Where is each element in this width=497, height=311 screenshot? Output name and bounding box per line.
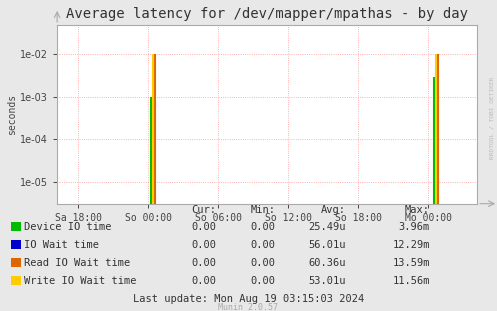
Text: 53.01u: 53.01u [308, 276, 345, 286]
Text: 0.00: 0.00 [251, 276, 276, 286]
Text: 56.01u: 56.01u [308, 240, 345, 250]
Text: 0.00: 0.00 [191, 276, 216, 286]
Text: Avg:: Avg: [321, 205, 345, 215]
Text: 25.49u: 25.49u [308, 222, 345, 232]
Text: RRDTOOL / TOBI OETIKER: RRDTOOL / TOBI OETIKER [490, 77, 495, 160]
Text: Device IO time: Device IO time [24, 222, 111, 232]
Y-axis label: seconds: seconds [7, 94, 17, 135]
Text: 0.00: 0.00 [191, 258, 216, 268]
Text: Munin 2.0.57: Munin 2.0.57 [219, 304, 278, 311]
Text: 3.96m: 3.96m [399, 222, 430, 232]
Text: 0.00: 0.00 [251, 222, 276, 232]
Text: Write IO Wait time: Write IO Wait time [24, 276, 136, 286]
Text: 0.00: 0.00 [251, 240, 276, 250]
Text: 60.36u: 60.36u [308, 258, 345, 268]
Text: Last update: Mon Aug 19 03:15:03 2024: Last update: Mon Aug 19 03:15:03 2024 [133, 294, 364, 304]
Title: Average latency for /dev/mapper/mpathas - by day: Average latency for /dev/mapper/mpathas … [66, 7, 468, 21]
Text: 12.29m: 12.29m [393, 240, 430, 250]
Text: Max:: Max: [405, 205, 430, 215]
Text: IO Wait time: IO Wait time [24, 240, 99, 250]
Text: 13.59m: 13.59m [393, 258, 430, 268]
Text: Min:: Min: [251, 205, 276, 215]
Text: 11.56m: 11.56m [393, 276, 430, 286]
Text: Cur:: Cur: [191, 205, 216, 215]
Text: 0.00: 0.00 [191, 240, 216, 250]
Text: 0.00: 0.00 [251, 258, 276, 268]
Text: Read IO Wait time: Read IO Wait time [24, 258, 130, 268]
Text: 0.00: 0.00 [191, 222, 216, 232]
